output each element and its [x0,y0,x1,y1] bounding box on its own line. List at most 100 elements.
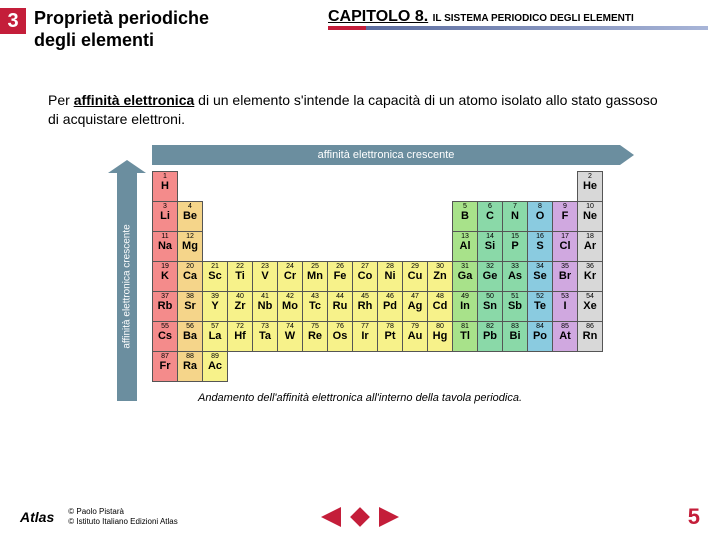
element-symbol: As [503,271,527,282]
atomic-number: 24 [278,263,302,270]
element-symbol: Ag [403,301,427,312]
atomic-number: 10 [578,203,602,210]
atomic-number: 55 [153,323,177,330]
element-symbol: Pt [378,331,402,342]
element-symbol: Mg [178,241,202,252]
atomic-number: 79 [403,323,427,330]
element-cell-Mo: 42Mo [278,291,303,321]
section-number: 3 [0,8,26,34]
atomic-number: 89 [203,353,227,360]
header-gradient-bar [328,26,708,30]
atomic-number: 5 [453,203,477,210]
element-symbol: Fr [153,361,177,372]
element-cell-Au: 79Au [403,321,428,351]
element-cell-Ar: 18Ar [578,231,603,261]
atomic-number: 50 [478,293,502,300]
element-symbol: Ta [253,331,277,342]
element-cell-Zn: 30Zn [428,261,453,291]
element-symbol: V [253,271,277,282]
page-number: 5 [688,504,700,530]
element-symbol: W [278,331,302,342]
element-symbol: Ac [203,361,227,372]
atomic-number: 2 [578,173,602,180]
left-arrow-label: affinità elettronica crescente [122,225,133,349]
element-symbol: At [553,331,577,342]
element-symbol: Ba [178,331,202,342]
atomic-number: 31 [453,263,477,270]
element-cell-K: 19K [153,261,178,291]
element-symbol: Sn [478,301,502,312]
element-symbol: Ni [378,271,402,282]
element-cell-Ag: 47Ag [403,291,428,321]
element-symbol: Xe [578,301,602,312]
atomic-number: 18 [578,233,602,240]
element-cell-Fe: 26Fe [328,261,353,291]
element-symbol: Cu [403,271,427,282]
element-symbol: Sr [178,301,202,312]
element-cell-I: 53I [553,291,578,321]
element-cell-Cr: 24Cr [278,261,303,291]
element-symbol: Rh [353,301,377,312]
element-symbol: Au [403,331,427,342]
atomic-number: 87 [153,353,177,360]
atomic-number: 17 [553,233,577,240]
element-symbol: Bi [503,331,527,342]
atomic-number: 20 [178,263,202,270]
atomic-number: 15 [503,233,527,240]
element-cell-Kr: 36Kr [578,261,603,291]
ptable-spacer [178,171,578,201]
periodic-table: 1H2He3Li4Be5B6C7N8O9F10Ne11Na12Mg13Al14S… [152,171,603,382]
element-symbol: Po [528,331,552,342]
section-title-line2: degli elementi [34,30,154,50]
element-symbol: Y [203,301,227,312]
element-cell-W: 74W [278,321,303,351]
publisher-logo: Atlas [20,509,54,525]
atomic-number: 80 [428,323,452,330]
element-symbol: C [478,211,502,222]
element-symbol: Os [328,331,352,342]
element-symbol: Ge [478,271,502,282]
atomic-number: 83 [503,323,527,330]
nav-next-icon[interactable] [379,507,399,527]
element-cell-La: 57La [203,321,228,351]
footer: Atlas © Paolo Pistarà © Istituto Italian… [0,504,720,530]
atomic-number: 13 [453,233,477,240]
element-symbol: Li [153,211,177,222]
atomic-number: 43 [303,293,327,300]
left-arrow: affinità elettronica crescente [108,173,146,401]
top-arrow-label: affinità elettronica crescente [318,149,455,161]
element-symbol: Ru [328,301,352,312]
element-cell-Si: 14Si [478,231,503,261]
atomic-number: 34 [528,263,552,270]
element-cell-Bi: 83Bi [503,321,528,351]
element-symbol: Tl [453,331,477,342]
element-cell-Tl: 81Tl [453,321,478,351]
header: 3 Proprietà periodiche degli elementi CA… [0,0,720,51]
atomic-number: 1 [153,173,177,180]
element-symbol: Al [453,241,477,252]
atomic-number: 41 [253,293,277,300]
element-cell-Co: 27Co [353,261,378,291]
nav-home-icon[interactable] [350,507,370,527]
element-symbol: Mo [278,301,302,312]
element-symbol: P [503,241,527,252]
element-symbol: Ra [178,361,202,372]
element-symbol: He [578,181,602,192]
atomic-number: 56 [178,323,202,330]
nav-prev-icon[interactable] [321,507,341,527]
top-arrow-bar: affinità elettronica crescente [152,145,620,165]
element-symbol: Co [353,271,377,282]
chapter-box: CAPITOLO 8. IL SISTEMA PERIODICO DEGLI E… [328,8,708,30]
element-cell-Re: 75Re [303,321,328,351]
element-cell-Te: 52Te [528,291,553,321]
atomic-number: 25 [303,263,327,270]
element-symbol: Cd [428,301,452,312]
element-cell-Be: 4Be [178,201,203,231]
atomic-number: 6 [478,203,502,210]
atomic-number: 84 [528,323,552,330]
nav-arrows [321,507,399,527]
element-cell-Ge: 32Ge [478,261,503,291]
element-cell-Pt: 78Pt [378,321,403,351]
atomic-number: 22 [228,263,252,270]
ptable-spacer [203,201,453,231]
